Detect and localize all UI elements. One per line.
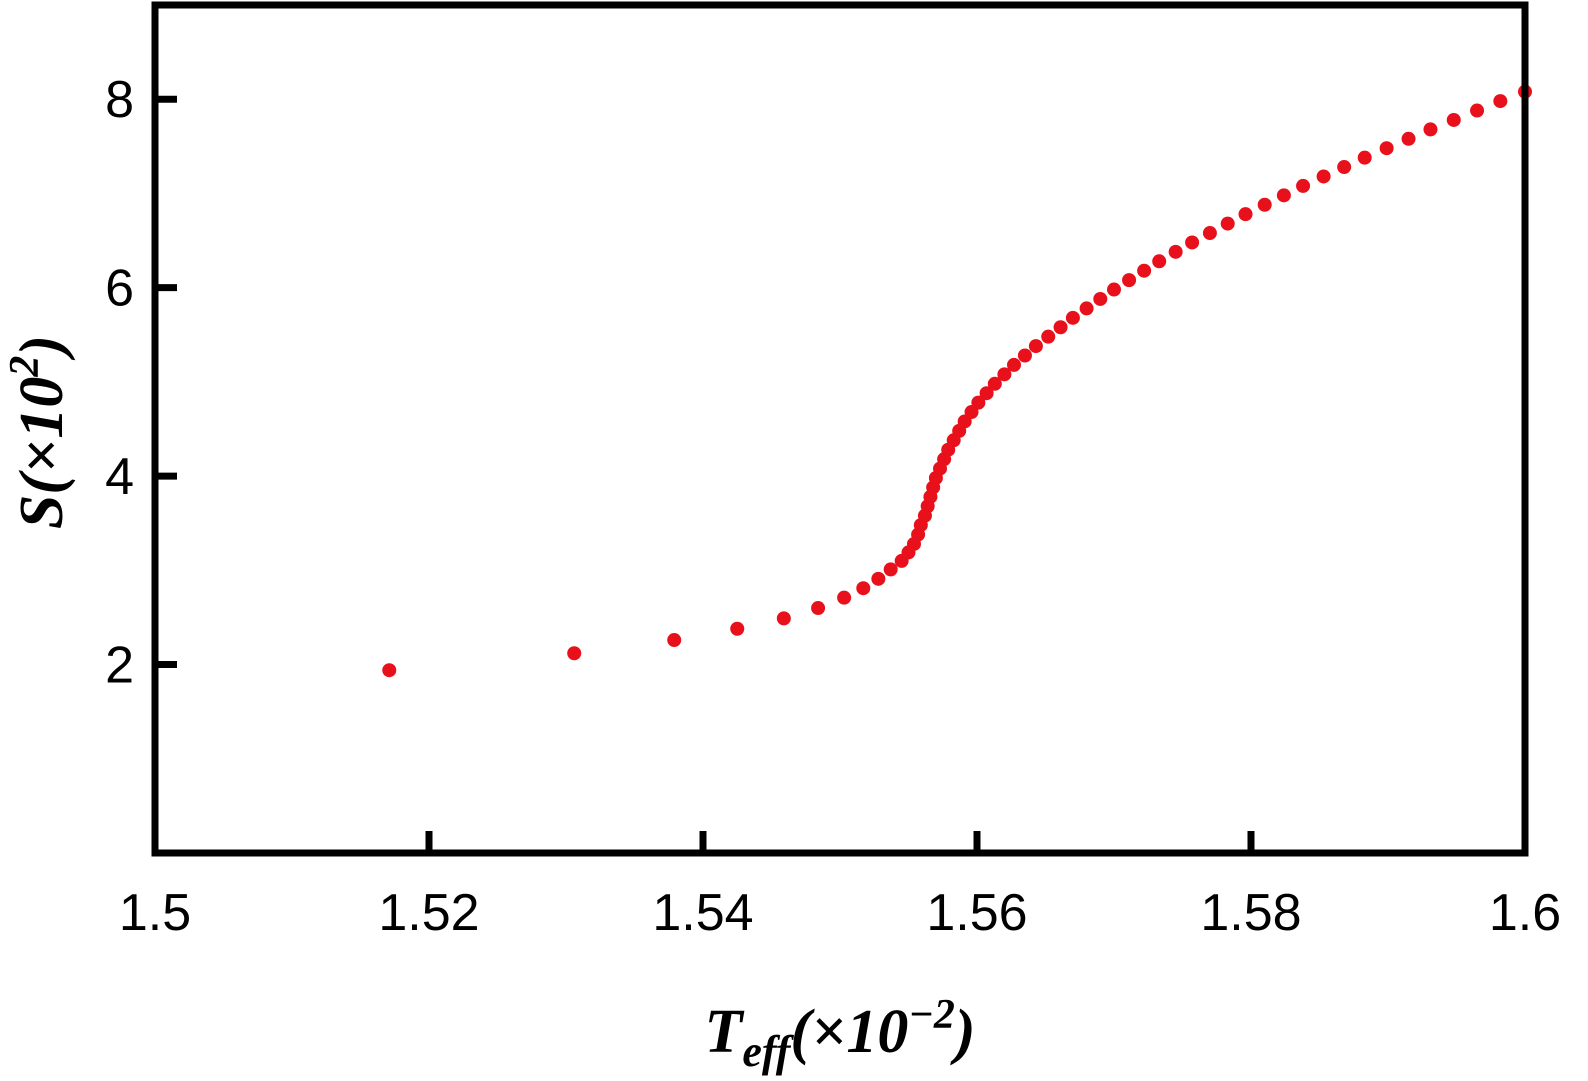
data-point bbox=[883, 562, 898, 577]
data-point bbox=[1137, 263, 1152, 278]
data-point bbox=[1185, 235, 1200, 250]
data-point bbox=[1017, 348, 1032, 363]
axis-ticks bbox=[155, 95, 1255, 853]
x-tick-label: 1.56 bbox=[926, 884, 1027, 942]
data-point bbox=[979, 386, 994, 401]
data-points bbox=[382, 84, 1532, 678]
data-point bbox=[382, 663, 397, 678]
x-axis-title: Teff(×10−2) bbox=[704, 992, 975, 1076]
data-point bbox=[1041, 329, 1056, 344]
y-axis-symbol: S bbox=[8, 495, 76, 529]
data-point bbox=[856, 581, 871, 596]
x-axis-exponent: −2 bbox=[908, 992, 954, 1038]
data-point bbox=[1107, 282, 1121, 297]
data-point bbox=[1379, 141, 1394, 156]
x-tick-label: 1.5 bbox=[119, 884, 191, 942]
data-point bbox=[1446, 112, 1461, 127]
data-point bbox=[1053, 320, 1068, 335]
data-point bbox=[667, 633, 682, 648]
plot-frame bbox=[151, 1, 1529, 857]
data-point bbox=[1168, 244, 1183, 259]
data-point bbox=[871, 571, 886, 586]
data-point bbox=[1006, 357, 1021, 372]
y-tick-label: 6 bbox=[105, 260, 134, 318]
data-point bbox=[1257, 197, 1272, 212]
x-tick-labels: 1.5 1.52 1.54 1.56 1.58 1.6 bbox=[119, 884, 1561, 942]
data-point bbox=[1470, 103, 1485, 118]
y-tick-label: 4 bbox=[105, 448, 134, 506]
x-tick-label: 1.52 bbox=[378, 884, 479, 942]
y-tick-labels: 2 4 6 8 bbox=[105, 71, 134, 694]
x-axis-symbol: T bbox=[704, 998, 744, 1066]
y-tick-label: 2 bbox=[105, 637, 134, 695]
data-point bbox=[567, 646, 582, 661]
data-point bbox=[1296, 178, 1311, 193]
y-tick-label: 8 bbox=[105, 71, 134, 129]
x-tick-label: 1.58 bbox=[1200, 884, 1301, 942]
data-point bbox=[1493, 94, 1508, 109]
data-point bbox=[1079, 301, 1094, 316]
data-point bbox=[1028, 339, 1043, 354]
data-point bbox=[987, 376, 1002, 391]
data-point bbox=[730, 621, 745, 636]
data-point bbox=[837, 590, 852, 605]
x-axis-close: ) bbox=[950, 998, 976, 1066]
x-tick-label: 1.6 bbox=[1489, 884, 1561, 942]
data-point bbox=[1316, 169, 1331, 184]
data-point bbox=[1202, 226, 1217, 241]
data-point bbox=[811, 601, 826, 616]
data-point bbox=[1220, 216, 1235, 231]
data-point bbox=[1152, 254, 1167, 269]
x-tick-label: 1.54 bbox=[652, 884, 753, 942]
data-point bbox=[997, 367, 1012, 382]
data-point bbox=[1423, 122, 1438, 137]
data-point bbox=[1122, 273, 1137, 288]
data-point bbox=[1276, 188, 1291, 203]
y-axis-close: ) bbox=[8, 335, 76, 361]
data-point bbox=[1357, 150, 1372, 165]
data-point bbox=[1238, 207, 1253, 222]
data-point bbox=[1401, 131, 1416, 146]
y-axis-title: S(×102) bbox=[2, 335, 76, 529]
data-point bbox=[971, 395, 986, 410]
data-point bbox=[776, 611, 791, 626]
data-point bbox=[1065, 310, 1080, 325]
data-point bbox=[1093, 291, 1108, 306]
data-point bbox=[1337, 160, 1352, 175]
y-axis-exponent: 2 bbox=[2, 356, 48, 378]
x-axis-subscript: eff bbox=[742, 1027, 794, 1076]
y-axis-scale: (×10 bbox=[8, 377, 76, 495]
x-axis-scale: (×10 bbox=[790, 998, 908, 1066]
